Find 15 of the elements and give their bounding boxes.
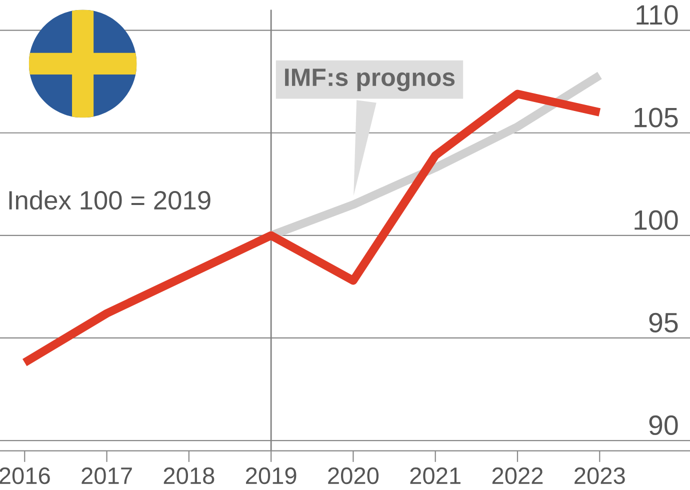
y-tick-label: 110 (636, 5, 678, 25)
x-tick-label: 2020 (328, 467, 379, 484)
y-tick-label: 95 (649, 312, 678, 332)
y-tick-label: 90 (649, 415, 678, 436)
x-tick-label: 2019 (246, 467, 296, 484)
annotation: IMF:s prognos (285, 68, 455, 92)
x-tick-label: 2017 (82, 467, 132, 484)
x-tick-label: 2021 (410, 467, 460, 484)
y-tick-label: 100 (634, 210, 678, 230)
x-tick-label: 2022 (492, 467, 543, 484)
annotation: Index 100 = 2019 (9, 190, 210, 210)
y-tick-label: 105 (634, 108, 678, 128)
x-tick-label: 2023 (574, 467, 625, 484)
x-tick-label: 2016 (0, 467, 50, 484)
x-tick-label: 2018 (164, 467, 214, 484)
